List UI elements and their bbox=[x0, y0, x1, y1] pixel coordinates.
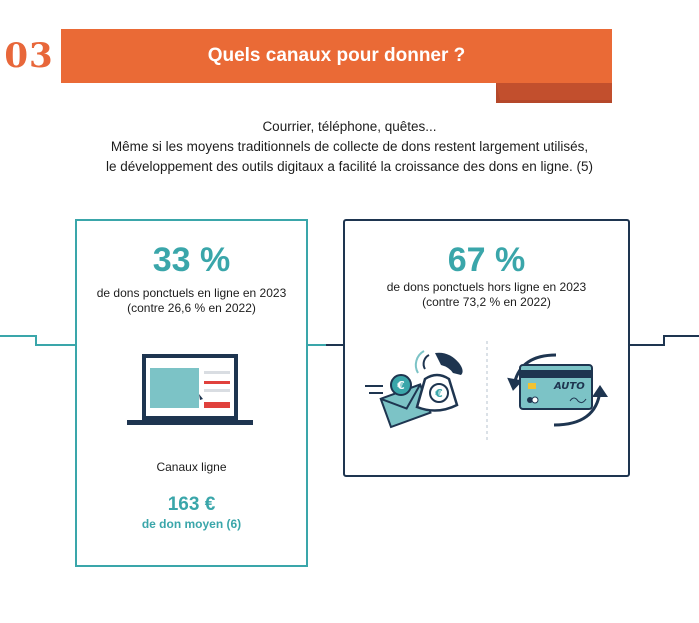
online-desc-line-1: de dons ponctuels en ligne en 2023 bbox=[96, 286, 287, 300]
offline-donations-card: 67 % de dons ponctuels hors ligne en 202… bbox=[343, 219, 630, 477]
section-title-banner: Quels canaux pour donner ? bbox=[61, 29, 612, 83]
online-desc-line-2: (contre 26,6 % en 2022) bbox=[127, 301, 256, 315]
section-number: 03 bbox=[4, 36, 54, 76]
online-donations-card: 33 % de dons ponctuels en ligne en 2023 … bbox=[75, 219, 308, 567]
intro-line-3: le développement des outils digitaux a f… bbox=[105, 159, 594, 174]
section-number-box: 03 bbox=[0, 29, 58, 83]
intro-line-1: Courrier, téléphone, quêtes... bbox=[262, 119, 437, 134]
intro-line-2: Même si les moyens traditionnels de coll… bbox=[110, 139, 589, 154]
online-average-label: de don moyen (6) bbox=[141, 517, 242, 531]
offline-desc-line-2: (contre 73,2 % en 2022) bbox=[422, 295, 551, 309]
offline-divider bbox=[486, 341, 488, 441]
card-auto-text: AUTO bbox=[553, 381, 585, 392]
svg-text:€: € bbox=[396, 379, 405, 392]
laptop-icon bbox=[127, 354, 253, 425]
svg-text:€: € bbox=[434, 387, 443, 400]
card-auto-renew-icon: AUTO bbox=[507, 353, 608, 427]
offline-desc-line-1: de dons ponctuels hors ligne en 2023 bbox=[386, 280, 587, 294]
offline-percent: 67 % bbox=[447, 241, 526, 279]
online-average-amount: 163 € bbox=[167, 494, 216, 515]
banner-divider bbox=[58, 29, 61, 83]
online-percent: 33 % bbox=[152, 241, 231, 279]
envelope-phone-euro-icon: € € bbox=[365, 350, 463, 429]
section-title: Quels canaux pour donner ? bbox=[207, 45, 466, 66]
online-channel-label: Canaux ligne bbox=[156, 460, 227, 474]
